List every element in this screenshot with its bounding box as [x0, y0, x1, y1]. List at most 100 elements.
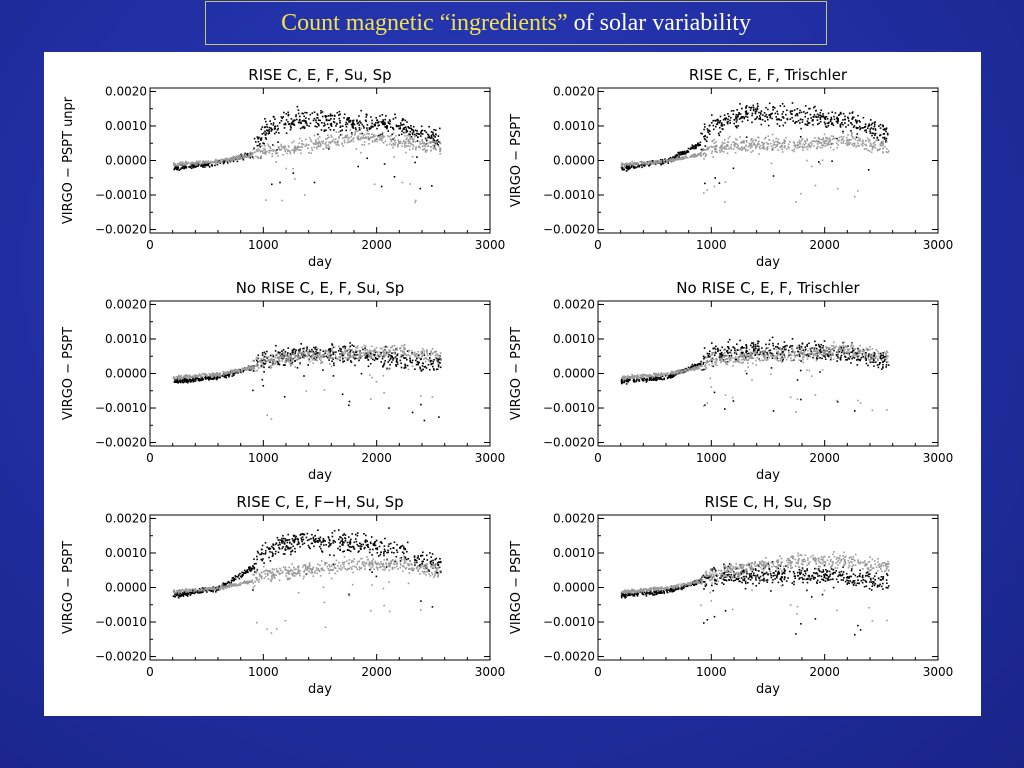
data-point [808, 342, 810, 345]
data-point [319, 349, 322, 351]
data-point [203, 373, 205, 376]
data-point [352, 355, 354, 357]
data-point [287, 355, 290, 358]
data-point [666, 159, 668, 161]
data-point [684, 371, 686, 373]
data-point [668, 159, 671, 161]
data-point [274, 152, 277, 155]
data-point [756, 143, 759, 146]
data-point [629, 378, 631, 381]
data-point [342, 357, 344, 360]
data-point [389, 351, 391, 354]
data-point [235, 155, 237, 158]
data-point [656, 378, 658, 381]
data-point [263, 359, 265, 361]
data-point [334, 355, 337, 358]
data-point [213, 377, 216, 380]
data-point [268, 366, 270, 368]
data-point [324, 115, 326, 117]
data-point [732, 400, 735, 402]
data-point [756, 103, 759, 105]
data-point [679, 151, 682, 153]
data-point [216, 160, 219, 162]
data-point [360, 127, 362, 130]
data-point [430, 141, 432, 143]
data-point [406, 130, 409, 132]
data-point [424, 137, 427, 140]
data-point [378, 351, 381, 353]
data-point [882, 142, 885, 145]
data-point [375, 346, 378, 349]
data-point [303, 119, 305, 122]
data-point [303, 120, 305, 122]
data-point [354, 132, 357, 134]
data-point [331, 114, 334, 117]
data-point [368, 349, 371, 352]
data-point [226, 159, 228, 161]
data-point [830, 135, 833, 137]
data-point [721, 354, 724, 356]
data-point [415, 359, 417, 362]
data-point [379, 135, 381, 138]
data-point [330, 124, 332, 126]
data-point [186, 163, 189, 165]
data-point [391, 361, 393, 363]
data-point [295, 349, 297, 352]
data-point [313, 357, 315, 360]
data-point [383, 353, 385, 356]
data-point [364, 136, 367, 139]
data-point [726, 144, 729, 147]
data-point [435, 360, 438, 362]
data-point [851, 123, 853, 126]
data-point [207, 160, 209, 162]
data-point [323, 355, 325, 358]
data-point [365, 116, 368, 118]
data-point [237, 368, 240, 371]
data-point [287, 113, 290, 116]
data-point [417, 356, 420, 359]
data-point [806, 358, 809, 360]
data-point [224, 371, 226, 374]
data-point [880, 368, 883, 370]
data-point [815, 347, 818, 350]
data-point [794, 114, 797, 117]
data-point [269, 367, 272, 369]
data-point [722, 142, 725, 145]
data-point [191, 162, 194, 165]
data-point [414, 355, 416, 358]
data-point [409, 359, 411, 362]
data-point [742, 147, 744, 149]
data-point [765, 106, 767, 109]
data-point [420, 130, 423, 132]
data-point [346, 119, 348, 121]
data-point [173, 164, 176, 166]
data-point [374, 140, 376, 143]
data-point [794, 354, 796, 357]
data-point [354, 346, 357, 349]
data-point [708, 146, 710, 149]
data-point [180, 380, 182, 382]
data-point [268, 131, 270, 133]
data-point [345, 125, 348, 128]
data-point [307, 358, 310, 361]
data-point [643, 165, 646, 167]
data-point [874, 132, 877, 135]
data-point [417, 354, 420, 357]
data-point [720, 148, 723, 151]
data-point [724, 142, 726, 144]
data-point [249, 155, 252, 157]
data-point [326, 115, 328, 117]
data-point [374, 139, 376, 141]
data-point [411, 361, 413, 364]
data-point [230, 369, 233, 371]
data-point [873, 137, 875, 139]
data-point [403, 351, 405, 353]
data-point [787, 145, 789, 148]
data-point [741, 347, 744, 349]
data-point [365, 348, 367, 351]
data-point [859, 128, 861, 131]
data-point [355, 130, 358, 132]
data-point [798, 146, 800, 149]
data-point [855, 121, 858, 124]
data-point [437, 145, 440, 147]
